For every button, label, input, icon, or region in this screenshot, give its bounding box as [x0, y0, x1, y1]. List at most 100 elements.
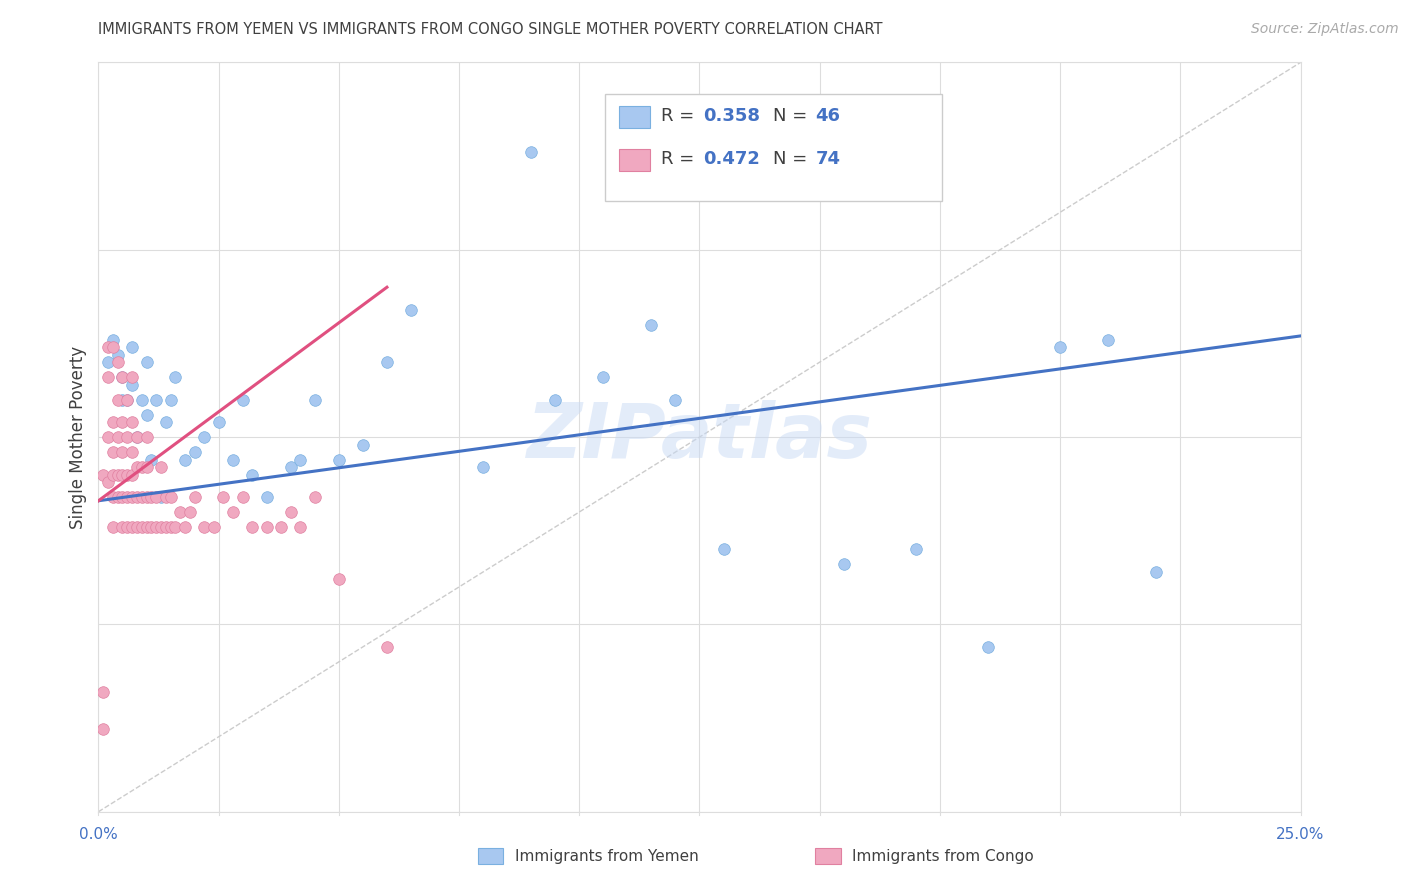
Point	[107, 355, 129, 369]
Point	[121, 377, 143, 392]
Text: R =: R =	[661, 150, 700, 168]
Point	[125, 460, 148, 475]
Point	[121, 445, 143, 459]
Point	[174, 520, 197, 534]
Point	[520, 145, 543, 160]
Point	[97, 370, 120, 384]
Point	[159, 490, 181, 504]
Point	[304, 392, 326, 407]
Point	[101, 415, 124, 429]
Point	[135, 355, 157, 369]
Point	[141, 452, 163, 467]
Point	[165, 520, 187, 534]
Point	[472, 460, 495, 475]
Point	[117, 430, 139, 444]
Point	[240, 467, 263, 482]
Point	[280, 505, 302, 519]
Point	[155, 520, 177, 534]
Point	[97, 430, 120, 444]
Text: IMMIGRANTS FROM YEMEN VS IMMIGRANTS FROM CONGO SINGLE MOTHER POVERTY CORRELATION: IMMIGRANTS FROM YEMEN VS IMMIGRANTS FROM…	[98, 22, 883, 37]
Point	[111, 520, 134, 534]
Text: 25.0%: 25.0%	[1277, 827, 1324, 842]
Point	[145, 392, 167, 407]
Point	[149, 490, 172, 504]
Point	[183, 445, 205, 459]
Point	[232, 392, 254, 407]
Point	[212, 490, 235, 504]
Point	[111, 467, 134, 482]
Point	[97, 475, 120, 489]
Point	[131, 490, 153, 504]
Point	[111, 445, 134, 459]
Point	[544, 392, 567, 407]
Point	[159, 520, 181, 534]
Point	[290, 520, 312, 534]
Point	[328, 452, 350, 467]
Text: Immigrants from Yemen: Immigrants from Yemen	[515, 849, 699, 863]
Point	[101, 467, 124, 482]
Point	[592, 370, 614, 384]
Point	[193, 520, 215, 534]
Point	[169, 505, 191, 519]
Point	[304, 490, 326, 504]
Point	[832, 558, 855, 572]
Point	[141, 490, 163, 504]
Point	[232, 490, 254, 504]
Point	[141, 520, 163, 534]
Point	[1049, 340, 1071, 354]
Point	[101, 490, 124, 504]
Point	[101, 340, 124, 354]
Point	[155, 415, 177, 429]
Text: N =: N =	[773, 107, 813, 125]
Point	[111, 370, 134, 384]
Point	[713, 542, 735, 557]
Point	[107, 348, 129, 362]
Point	[270, 520, 292, 534]
Point	[91, 467, 114, 482]
Point	[222, 505, 245, 519]
Point	[125, 430, 148, 444]
Point	[107, 467, 129, 482]
Point	[101, 333, 124, 347]
Point	[280, 460, 302, 475]
Point	[208, 415, 231, 429]
Point	[111, 392, 134, 407]
Point	[121, 520, 143, 534]
Text: 0.0%: 0.0%	[79, 827, 118, 842]
Point	[121, 490, 143, 504]
Point	[290, 452, 312, 467]
Point	[107, 490, 129, 504]
Point	[125, 430, 148, 444]
Point	[135, 520, 157, 534]
Point	[149, 460, 172, 475]
Text: Immigrants from Congo: Immigrants from Congo	[852, 849, 1033, 863]
Point	[202, 520, 225, 534]
Point	[107, 430, 129, 444]
Point	[125, 490, 148, 504]
Point	[155, 490, 177, 504]
Text: 46: 46	[815, 107, 841, 125]
Point	[256, 520, 278, 534]
Point	[121, 340, 143, 354]
Point	[117, 392, 139, 407]
Point	[97, 340, 120, 354]
Point	[117, 490, 139, 504]
Text: N =: N =	[773, 150, 813, 168]
Point	[222, 452, 245, 467]
Point	[174, 452, 197, 467]
Point	[399, 302, 422, 317]
Point	[107, 392, 129, 407]
Point	[640, 318, 662, 332]
Point	[375, 355, 398, 369]
Point	[145, 490, 167, 504]
Point	[111, 415, 134, 429]
Text: 74: 74	[815, 150, 841, 168]
Point	[977, 640, 1000, 654]
Point	[91, 685, 114, 699]
Point	[135, 430, 157, 444]
Point	[183, 490, 205, 504]
Y-axis label: Single Mother Poverty: Single Mother Poverty	[69, 345, 87, 529]
Point	[111, 370, 134, 384]
Point	[135, 408, 157, 422]
Point	[117, 520, 139, 534]
